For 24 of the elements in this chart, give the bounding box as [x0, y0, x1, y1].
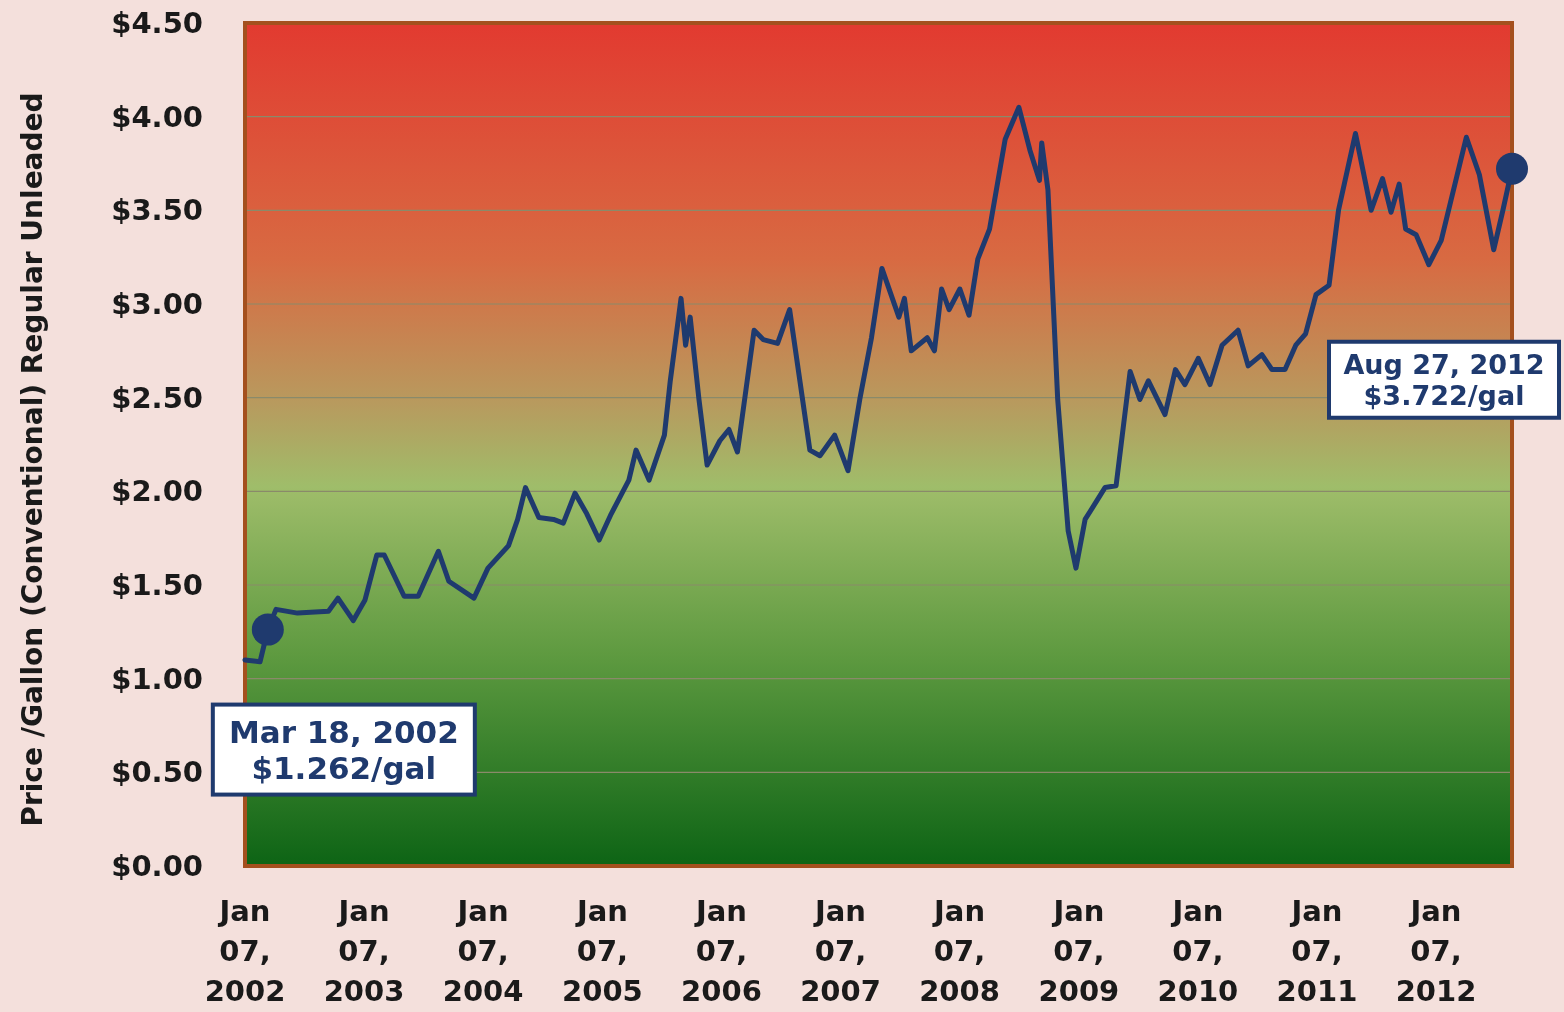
y-axis-title: Price /Gallon (Conventional) Regular Unleaded — [16, 92, 49, 827]
x-tick-label: Jan 07, 2012 — [1395, 894, 1477, 1008]
x-tick-label: Jan 07, 2008 — [919, 894, 1000, 1008]
y-tick-label: $2.50 — [111, 380, 203, 415]
y-tick-label: $1.50 — [111, 568, 203, 602]
y-tick-label: $0.00 — [111, 849, 203, 883]
y-tick-label: $3.50 — [111, 193, 203, 228]
annotation: Mar 18, 2002 $1.262/gal — [228, 714, 459, 787]
x-tick-label: Jan 07, 2006 — [681, 894, 762, 1008]
y-tick-label: $4.00 — [111, 99, 203, 134]
x-tick-label: Jan 07, 2009 — [1038, 894, 1120, 1008]
x-tick-label: Jan 07, 2011 — [1276, 894, 1358, 1008]
y-tick-label: $2.00 — [111, 474, 203, 509]
x-tick-label: Jan 07, 2007 — [800, 894, 881, 1008]
y-tick-label: $3.00 — [111, 287, 203, 321]
annotation: Aug 27, 2012 $3.722/gal — [1343, 349, 1545, 412]
x-tick-label: Jan 07, 2002 — [204, 894, 286, 1008]
y-tick-label: $4.50 — [111, 6, 203, 40]
x-tick-label: Jan 07, 2010 — [1157, 894, 1239, 1008]
x-tick-label: Jan 07, 2003 — [323, 894, 405, 1008]
y-tick-label: $1.00 — [111, 661, 203, 696]
x-tick-label: Jan 07, 2005 — [562, 894, 643, 1008]
y-tick-label: $0.50 — [111, 755, 203, 790]
x-tick-label: Jan 07, 2004 — [442, 894, 524, 1008]
